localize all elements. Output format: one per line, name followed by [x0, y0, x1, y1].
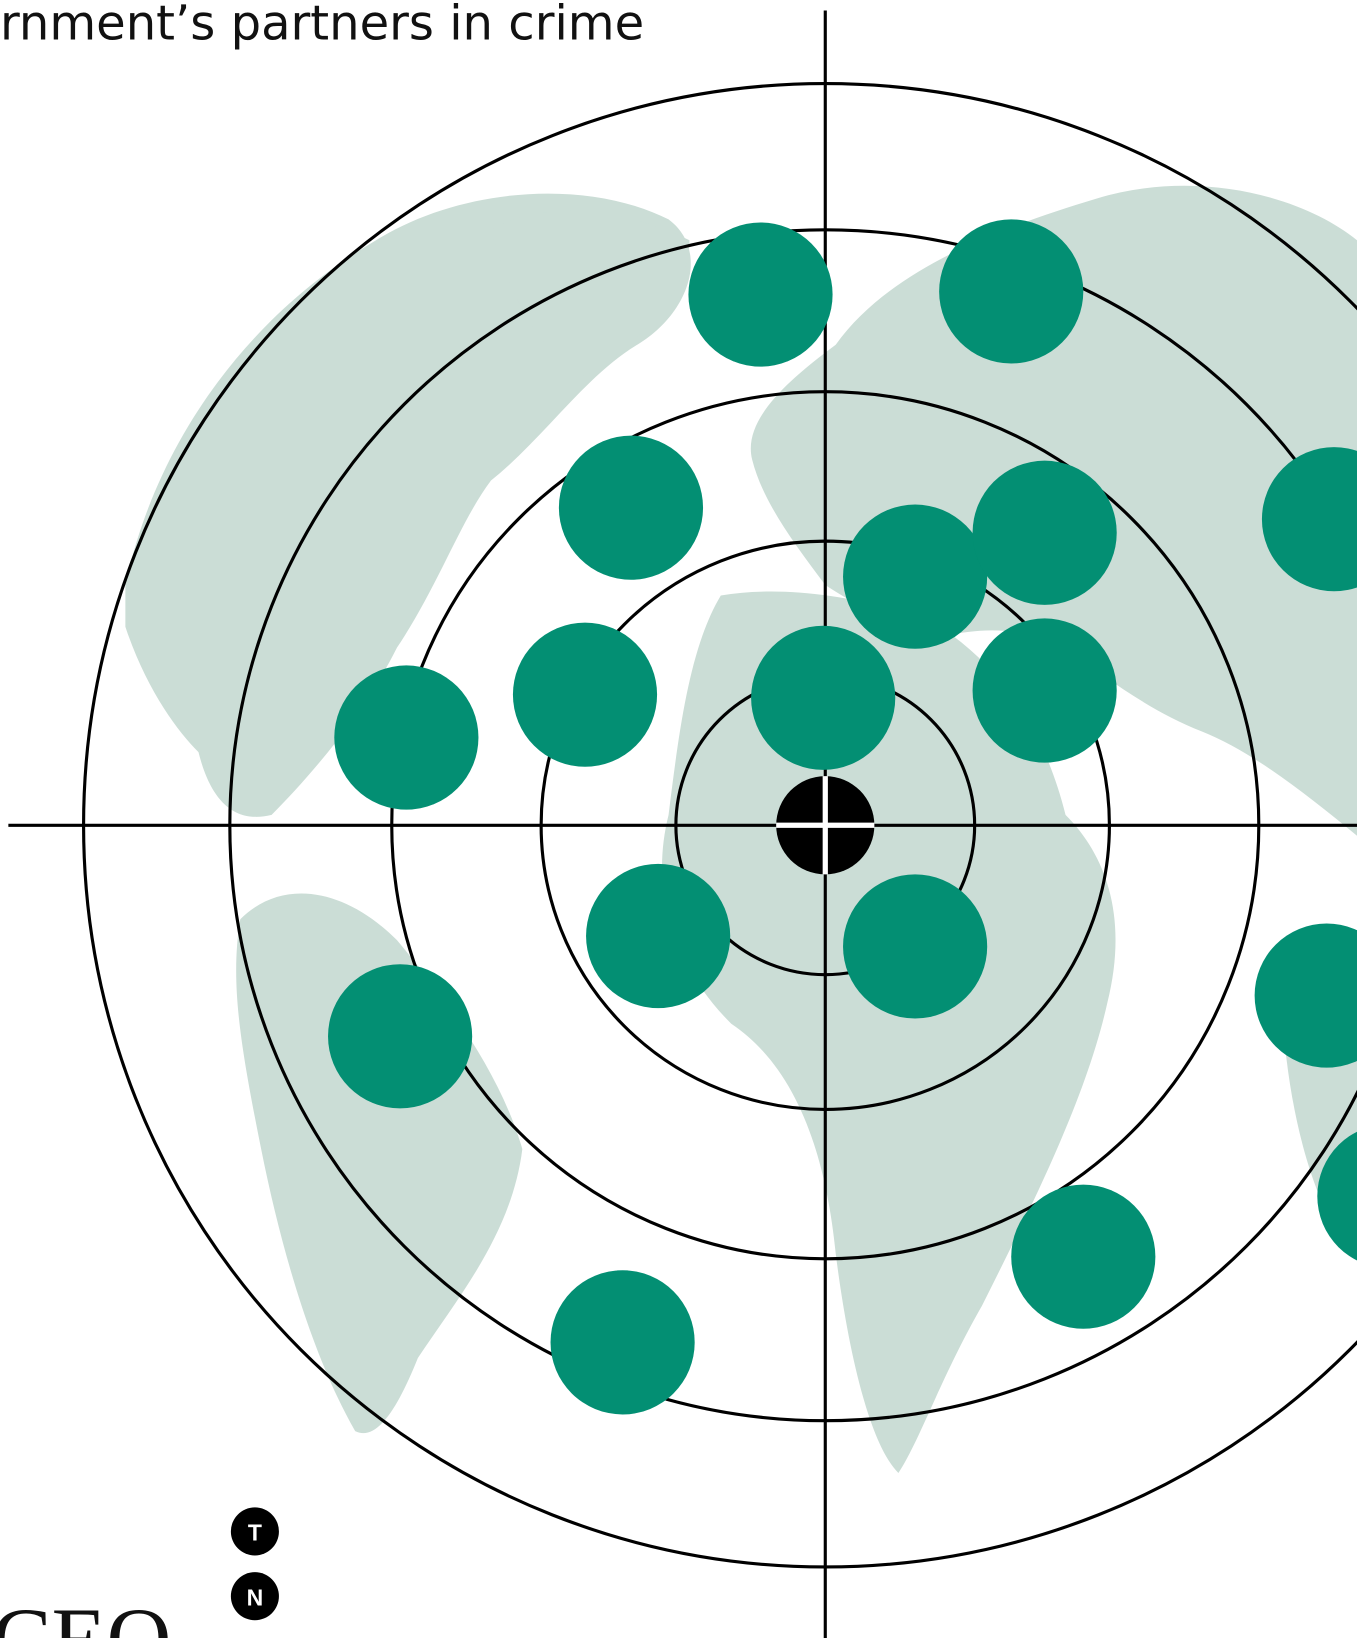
north-america [125, 193, 691, 817]
dots [328, 219, 1357, 1415]
dot [751, 625, 896, 770]
dot [1261, 447, 1357, 592]
dot [1011, 1184, 1156, 1329]
bullseye [776, 776, 875, 875]
dot [550, 1270, 695, 1415]
dot [972, 618, 1117, 763]
logo: CEO [0, 1590, 171, 1638]
dot [972, 460, 1117, 605]
dot [843, 874, 988, 1019]
title: rnment’s partners in crime [0, 0, 644, 52]
badge [230, 1507, 279, 1556]
dot [512, 622, 658, 767]
africa [662, 591, 1116, 1473]
dot [558, 435, 704, 580]
dot [1317, 1131, 1357, 1261]
greenland [490, 210, 690, 377]
world-map [125, 185, 1357, 1473]
dot [1254, 923, 1357, 1068]
dot [843, 504, 988, 649]
dot [586, 863, 731, 1009]
dot [939, 219, 1084, 364]
badge [230, 1572, 279, 1621]
dot [688, 222, 833, 367]
badge-label: N [247, 1584, 264, 1610]
badge-label: T [248, 1519, 262, 1545]
dot [334, 665, 479, 810]
dot [328, 964, 473, 1109]
